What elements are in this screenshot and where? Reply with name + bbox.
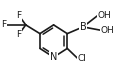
Text: Cl: Cl — [78, 54, 87, 63]
Text: F: F — [16, 11, 21, 20]
Text: F: F — [16, 30, 21, 39]
Text: B: B — [80, 22, 86, 32]
Text: N: N — [50, 52, 57, 62]
Text: OH: OH — [98, 11, 112, 20]
Text: F: F — [1, 20, 6, 29]
Text: OH: OH — [101, 26, 115, 35]
